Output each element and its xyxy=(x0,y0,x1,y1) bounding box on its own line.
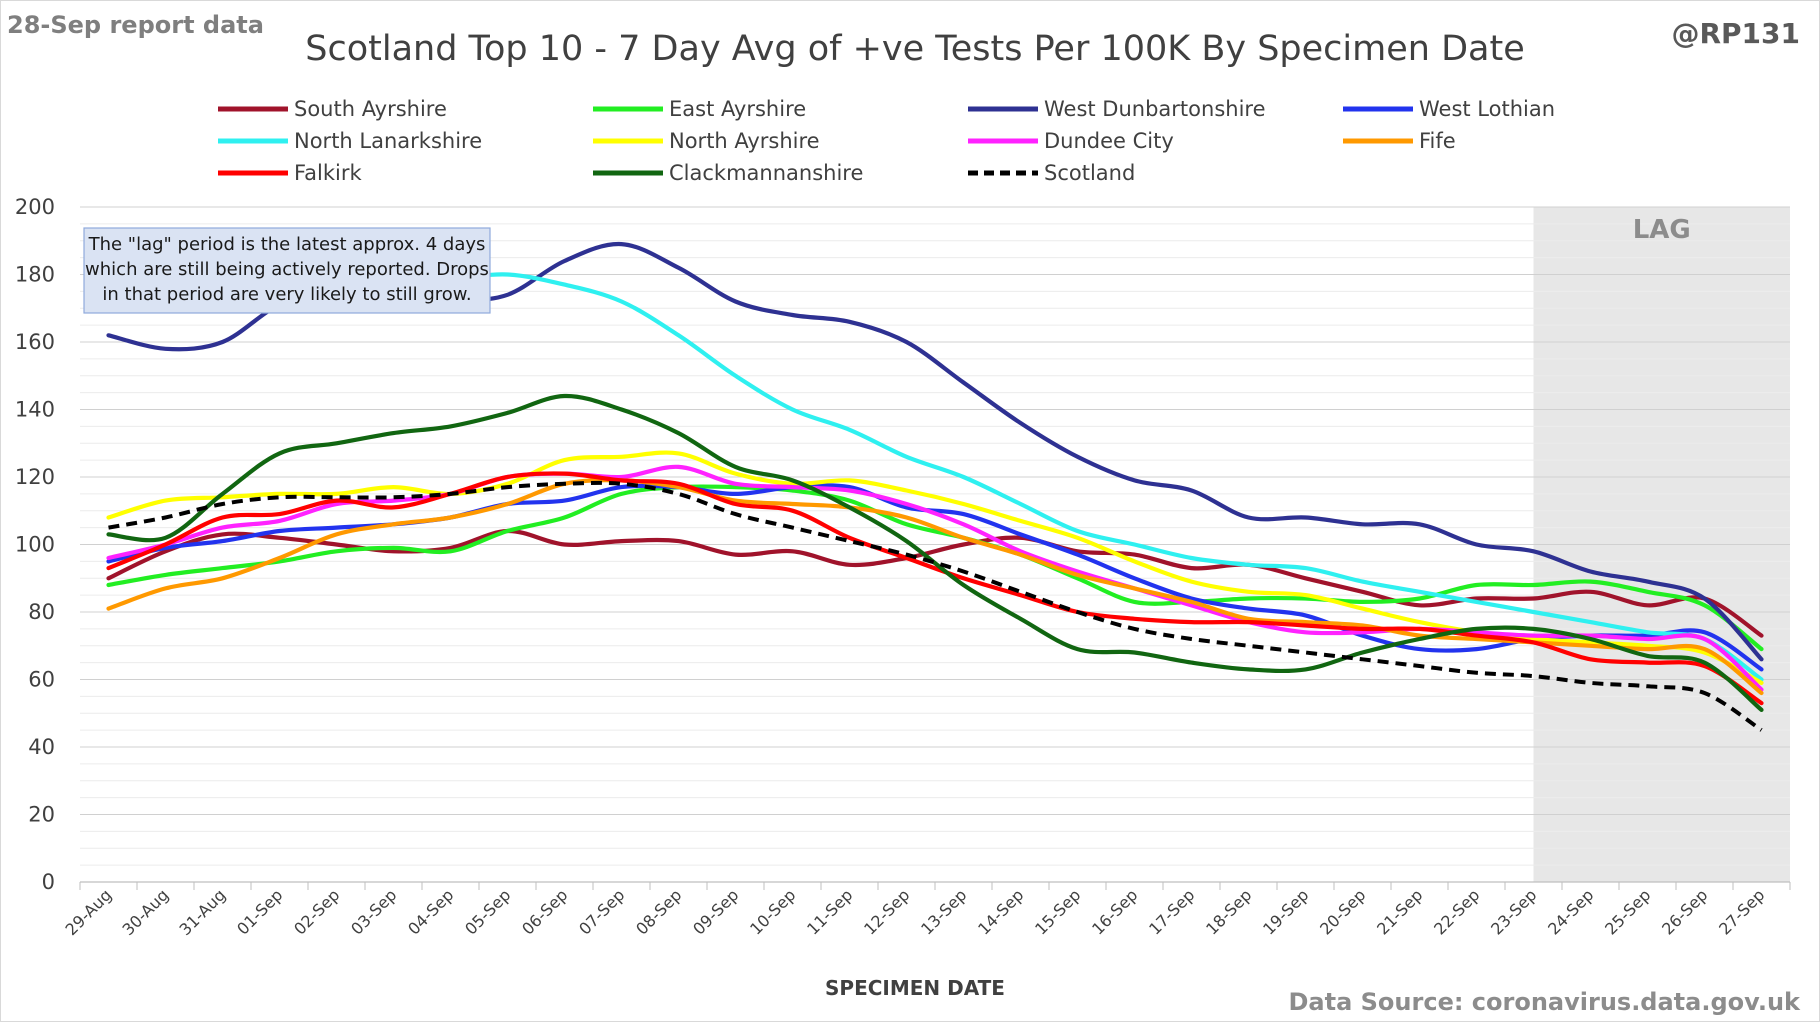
y-tick-label: 200 xyxy=(15,195,55,219)
legend: South Ayrshire East Ayrshire West Dunbarto… xyxy=(218,97,1555,185)
series-line-falkirk xyxy=(106,471,1764,706)
y-tick-label: 20 xyxy=(28,803,55,827)
lag-note-background xyxy=(83,227,491,314)
lag-note-line-3: in that period are very likely to still … xyxy=(102,284,471,305)
y-tick-label: 120 xyxy=(15,465,55,489)
legend-label-north-lanarkshire: North Lanarkshire xyxy=(294,129,482,153)
y-tick-label: 40 xyxy=(28,735,55,759)
series-line-south-ayrshire xyxy=(106,528,1764,638)
legend-label-north-ayrshire: North Ayrshire xyxy=(669,129,820,153)
lag-label: LAG xyxy=(1633,215,1691,245)
data-source: Data Source: coronavirus.data.gov.uk xyxy=(1289,988,1802,1016)
series-line-scotland xyxy=(108,480,1763,732)
series-line-east-ayrshire xyxy=(106,484,1764,652)
legend-label-scotland: Scotland xyxy=(1044,161,1135,185)
legend-label-fife: Fife xyxy=(1419,129,1456,153)
lag-note-line-1: The "lag" period is the latest approx. 4… xyxy=(88,234,486,255)
legend-label-west-lothian: West Lothian xyxy=(1419,97,1555,121)
lag-note-line-2: which are still being actively reported.… xyxy=(85,259,489,280)
series-line-dundee-city xyxy=(106,464,1764,692)
y-tick-label: 60 xyxy=(28,668,55,692)
legend-label-falkirk: Falkirk xyxy=(294,161,362,185)
axes xyxy=(79,881,1791,890)
legend-label-west-dunbartonshire: West Dunbartonshire xyxy=(1044,97,1266,121)
y-axis-ticks: 0 20 40 60 80 100 120 140 160 180 200 xyxy=(15,195,55,894)
y-tick-label: 180 xyxy=(15,263,55,287)
y-tick-label: 0 xyxy=(42,870,55,894)
y-tick-label: 140 xyxy=(15,398,55,422)
y-tick-label: 160 xyxy=(15,330,55,354)
legend-label-south-ayrshire: South Ayrshire xyxy=(294,97,447,121)
y-tick-label: 80 xyxy=(28,600,55,624)
y-tick-label: 100 xyxy=(15,533,55,557)
legend-label-east-ayrshire: East Ayrshire xyxy=(669,97,806,121)
legend-label-clackmannanshire: Clackmannanshire xyxy=(669,161,863,185)
report-date-label: 28-Sep report data xyxy=(7,11,264,39)
chart-title: Scotland Top 10 - 7 Day Avg of +ve Tests… xyxy=(305,29,1524,69)
lag-note-box: The "lag" period is the latest approx. 4… xyxy=(83,227,491,314)
author-handle: @RP131 xyxy=(1671,17,1800,50)
series-line-fife xyxy=(106,478,1764,696)
legend-label-dundee-city: Dundee City xyxy=(1044,129,1174,153)
x-axis-label: SPECIMEN DATE xyxy=(825,976,1005,1000)
